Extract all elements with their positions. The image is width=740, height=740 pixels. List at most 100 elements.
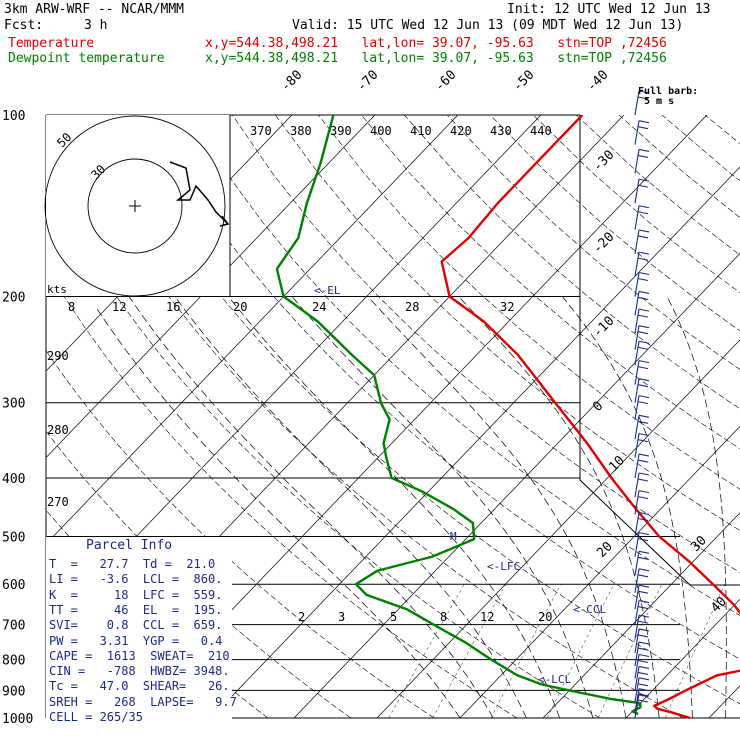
wind-barb-flag bbox=[638, 251, 650, 255]
pressure-tick-label: 1000 bbox=[2, 712, 33, 727]
wind-barb-staff bbox=[634, 378, 640, 403]
isotherm-line bbox=[459, 425, 740, 719]
wind-barb-flag bbox=[637, 478, 649, 482]
theta-label: 400 bbox=[370, 124, 392, 138]
init-time: Init: 12 UTC Wed 12 Jun 13 bbox=[507, 2, 711, 17]
wind-barb-flag bbox=[638, 148, 650, 152]
wind-barb bbox=[634, 148, 650, 174]
wind-barb-flag bbox=[637, 346, 649, 350]
wind-barb-staff bbox=[634, 490, 640, 515]
wind-barb-flag bbox=[637, 154, 649, 158]
wind-barb-flag bbox=[637, 699, 649, 703]
wind-barb-flag bbox=[638, 290, 650, 294]
wind-barb-staff bbox=[634, 472, 640, 498]
dewpoint-location: x,y=544.38,498.21 lat,lon= 39.07, -95.63… bbox=[205, 51, 667, 66]
wind-barb-flag bbox=[637, 606, 649, 610]
wind-barb-flag bbox=[637, 620, 649, 624]
pressure-tick-label: 200 bbox=[2, 291, 25, 306]
wind-barb bbox=[634, 550, 650, 576]
dewpoint-profile bbox=[275, 115, 642, 716]
wind-barb-flag bbox=[638, 340, 650, 344]
dry-adiabat-line bbox=[46, 266, 518, 719]
dry-adiabat-line bbox=[661, 115, 740, 182]
mixing-ratio-line bbox=[432, 584, 507, 719]
hodograph-ring bbox=[44, 115, 226, 297]
wind-barb-flag bbox=[638, 665, 650, 669]
hodograph-arrow bbox=[219, 215, 230, 227]
wind-barb bbox=[634, 378, 650, 403]
theta-label: 430 bbox=[490, 124, 512, 138]
lfc-marker: <-LFC bbox=[487, 560, 520, 573]
wind-barb-flag bbox=[638, 271, 650, 276]
wind-barb bbox=[634, 453, 650, 479]
isotherm-label: -20 bbox=[590, 230, 617, 257]
wind-barb bbox=[634, 178, 650, 204]
wind-barb-staff bbox=[634, 252, 640, 277]
wind-barb bbox=[634, 271, 650, 297]
isotherm-line bbox=[46, 115, 376, 459]
moist-adiabat-line bbox=[458, 296, 660, 719]
wind-barb-flag bbox=[637, 420, 649, 424]
wind-barb-staff bbox=[634, 688, 640, 713]
dry-adiabat-line bbox=[189, 115, 740, 616]
dry-adiabat-line bbox=[146, 115, 740, 660]
dry-adiabat-line bbox=[361, 115, 740, 450]
hodograph-units: kts bbox=[47, 283, 67, 296]
dry-adiabat-line bbox=[575, 115, 740, 256]
wind-barb bbox=[634, 693, 650, 719]
wind-barb-staff bbox=[634, 205, 640, 230]
wind-barb-flag bbox=[638, 641, 650, 645]
valid-time: Valid: 15 UTC Wed 12 Jun 13 (09 MDT Wed … bbox=[292, 18, 684, 33]
wind-barb bbox=[634, 205, 650, 230]
wind-barb bbox=[634, 628, 650, 654]
isotherm-label: 10 bbox=[606, 453, 628, 475]
wind-barb bbox=[634, 229, 650, 255]
wind-barb-flag bbox=[637, 211, 649, 215]
theta-label: 370 bbox=[250, 124, 272, 138]
parcel-info-row: PW = 3.31 YGP = 0.4 bbox=[49, 633, 223, 648]
wind-barb bbox=[634, 532, 650, 557]
wind-barb-flag bbox=[637, 694, 649, 698]
wind-barb-flag bbox=[638, 308, 650, 312]
wind-barb-flag bbox=[637, 235, 649, 239]
wind-barb-staff bbox=[634, 309, 640, 334]
wind-barb bbox=[634, 90, 650, 116]
parcel-info-row: CELL = 265/35 bbox=[49, 710, 143, 724]
wind-barb-flag bbox=[638, 433, 650, 437]
wind-barb bbox=[634, 665, 650, 691]
wind-barb-flag bbox=[637, 331, 649, 335]
pressure-tick-label: 600 bbox=[2, 578, 25, 593]
dewpoint-legend: Dewpoint temperature bbox=[8, 51, 165, 66]
theta-label: 270 bbox=[47, 495, 69, 509]
wind-barb-staff bbox=[634, 615, 640, 640]
wind-barb-flag bbox=[638, 414, 650, 418]
mixing-ratio-line bbox=[664, 584, 726, 719]
mixing-ratio-label: 2 bbox=[298, 610, 305, 624]
wind-barb-flag bbox=[638, 614, 650, 618]
isotherm-label: -50 bbox=[510, 68, 537, 95]
wind-barb-flag bbox=[638, 205, 650, 209]
wind-barb-flag bbox=[637, 590, 649, 594]
wind-barb-flag bbox=[638, 600, 650, 604]
isotherm-line bbox=[210, 166, 740, 719]
dry-adiabat-line bbox=[318, 115, 740, 490]
dry-adiabat-line bbox=[446, 115, 740, 370]
mixing-ratio-line bbox=[490, 584, 562, 719]
wind-barb-staff bbox=[634, 512, 640, 537]
wind-barb-flag bbox=[638, 395, 650, 399]
wind-barb bbox=[634, 568, 650, 593]
theta-e-label: 8 bbox=[68, 300, 75, 314]
wind-barb-staff bbox=[634, 532, 640, 557]
pressure-tick-label: 300 bbox=[2, 397, 25, 412]
wind-barb bbox=[634, 395, 650, 420]
wind-barb-staff bbox=[634, 272, 640, 297]
temperature-legend: Temperature bbox=[8, 36, 95, 51]
dry-adiabat-line bbox=[46, 177, 601, 719]
wind-barb-staff bbox=[634, 120, 640, 145]
wind-barb-staff bbox=[634, 453, 640, 479]
wind-barb-staff bbox=[634, 551, 640, 576]
dry-adiabat-line bbox=[103, 115, 740, 705]
wind-barb-staff bbox=[634, 677, 640, 702]
wind-barb-staff bbox=[634, 291, 640, 316]
wind-barb-flag bbox=[638, 453, 650, 457]
